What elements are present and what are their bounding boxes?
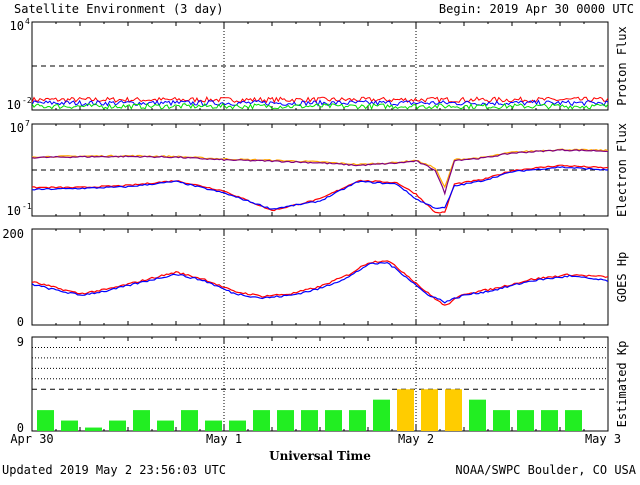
goes-hp-y-tick: 200 (2, 227, 24, 241)
electron-flux-series-orange (32, 148, 608, 189)
proton-flux-y-tick: 10 (7, 98, 21, 112)
estimated-kp-bar (301, 410, 318, 431)
proton-flux-series-red (32, 96, 608, 104)
proton-flux-y-label: Proton Flux (615, 26, 629, 105)
estimated-kp-bar (325, 410, 342, 431)
goes-hp-panel: 200 0 GOES Hp (2, 227, 629, 329)
electron-flux-series-red (32, 164, 608, 214)
estimated-kp-bar (373, 399, 390, 431)
estimated-kp-bar (109, 420, 126, 431)
electron-flux-y-tick-exp: -1 (22, 202, 32, 211)
estimated-kp-bar (349, 410, 366, 431)
goes-hp-frame (31, 228, 609, 326)
goes-hp-series-red (32, 260, 608, 306)
estimated-kp-bar (61, 420, 78, 431)
estimated-kp-bar (181, 410, 198, 431)
goes-hp-series-blue (32, 261, 608, 304)
estimated-kp-y-tick: 9 (17, 335, 24, 349)
electron-flux-y-tick: 10 (7, 204, 21, 218)
estimated-kp-bar (541, 410, 558, 431)
estimated-kp-y-tick: 0 (17, 421, 24, 435)
estimated-kp-bar (37, 410, 54, 431)
electron-flux-series-purple (32, 148, 608, 196)
proton-flux-y-tick-exp: -2 (22, 96, 32, 105)
begin-time: Begin: 2019 Apr 30 0000 UTC (439, 2, 634, 16)
goes-hp-y-label: GOES Hp (615, 252, 629, 303)
estimated-kp-panel: 9 0 Estimated Kp (17, 335, 629, 435)
proton-flux-y-tick-exp: 4 (25, 17, 30, 26)
electron-flux-series-blue (32, 166, 608, 210)
proton-flux-y-tick: 10 (10, 19, 24, 33)
x-tick-may-2: May 2 (398, 432, 434, 446)
estimated-kp-bar (253, 410, 270, 431)
goes-hp-y-tick: 0 (17, 315, 24, 329)
electron-flux-panel: 10 710 -1 Electron Flux (7, 119, 629, 218)
updated-time: Updated 2019 May 2 23:56:03 UTC (2, 463, 226, 477)
proton-flux-series-blue (32, 99, 608, 107)
source-credit: NOAA/SWPC Boulder, CO USA (455, 463, 636, 477)
chart-title: Satellite Environment (3 day) (14, 2, 224, 16)
x-tick-may-1: May 1 (206, 432, 242, 446)
estimated-kp-bar (277, 410, 294, 431)
estimated-kp-y-label: Estimated Kp (615, 341, 629, 428)
estimated-kp-bar (493, 410, 510, 431)
estimated-kp-bar (133, 410, 150, 431)
estimated-kp-bar (565, 410, 582, 431)
proton-flux-panel: 10 410 -2 Proton Flux (7, 17, 629, 112)
electron-flux-y-tick-exp: 7 (25, 119, 30, 128)
x-tick-may-3: May 3 (585, 432, 621, 446)
x-tick-apr-30: Apr 30 (10, 432, 53, 446)
estimated-kp-bar (469, 399, 486, 431)
electron-flux-y-tick: 10 (10, 121, 24, 135)
proton-flux-series-green (32, 102, 608, 110)
estimated-kp-bar (445, 389, 462, 431)
estimated-kp-bar (229, 420, 246, 431)
estimated-kp-bar (421, 389, 438, 431)
estimated-kp-bar (397, 389, 414, 431)
estimated-kp-bar (85, 427, 102, 431)
x-axis-label: Universal Time (269, 449, 371, 463)
estimated-kp-bar (205, 420, 222, 431)
electron-flux-y-label: Electron Flux (615, 123, 629, 217)
estimated-kp-bar (157, 420, 174, 431)
estimated-kp-bar (517, 410, 534, 431)
